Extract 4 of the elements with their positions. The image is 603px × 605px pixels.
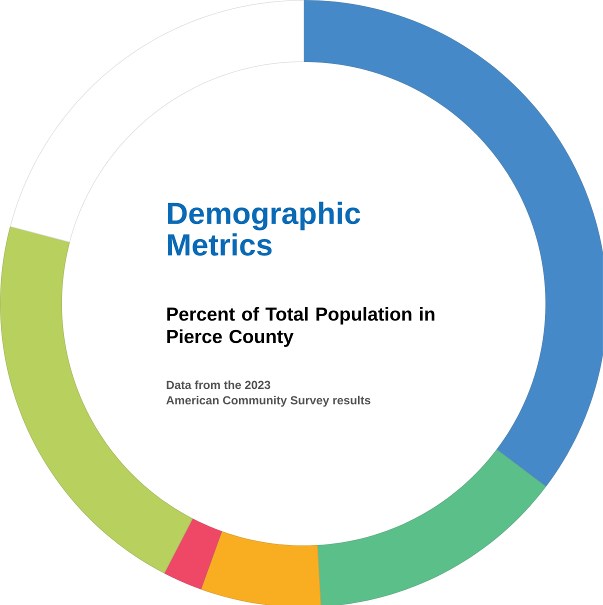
text: Data from the 2023 [166, 380, 270, 390]
text: Percent of Total Population in Pierce County [167, 306, 434, 347]
text: Demographic Metrics [168, 202, 360, 256]
text: American Community Survey results [166, 396, 370, 407]
